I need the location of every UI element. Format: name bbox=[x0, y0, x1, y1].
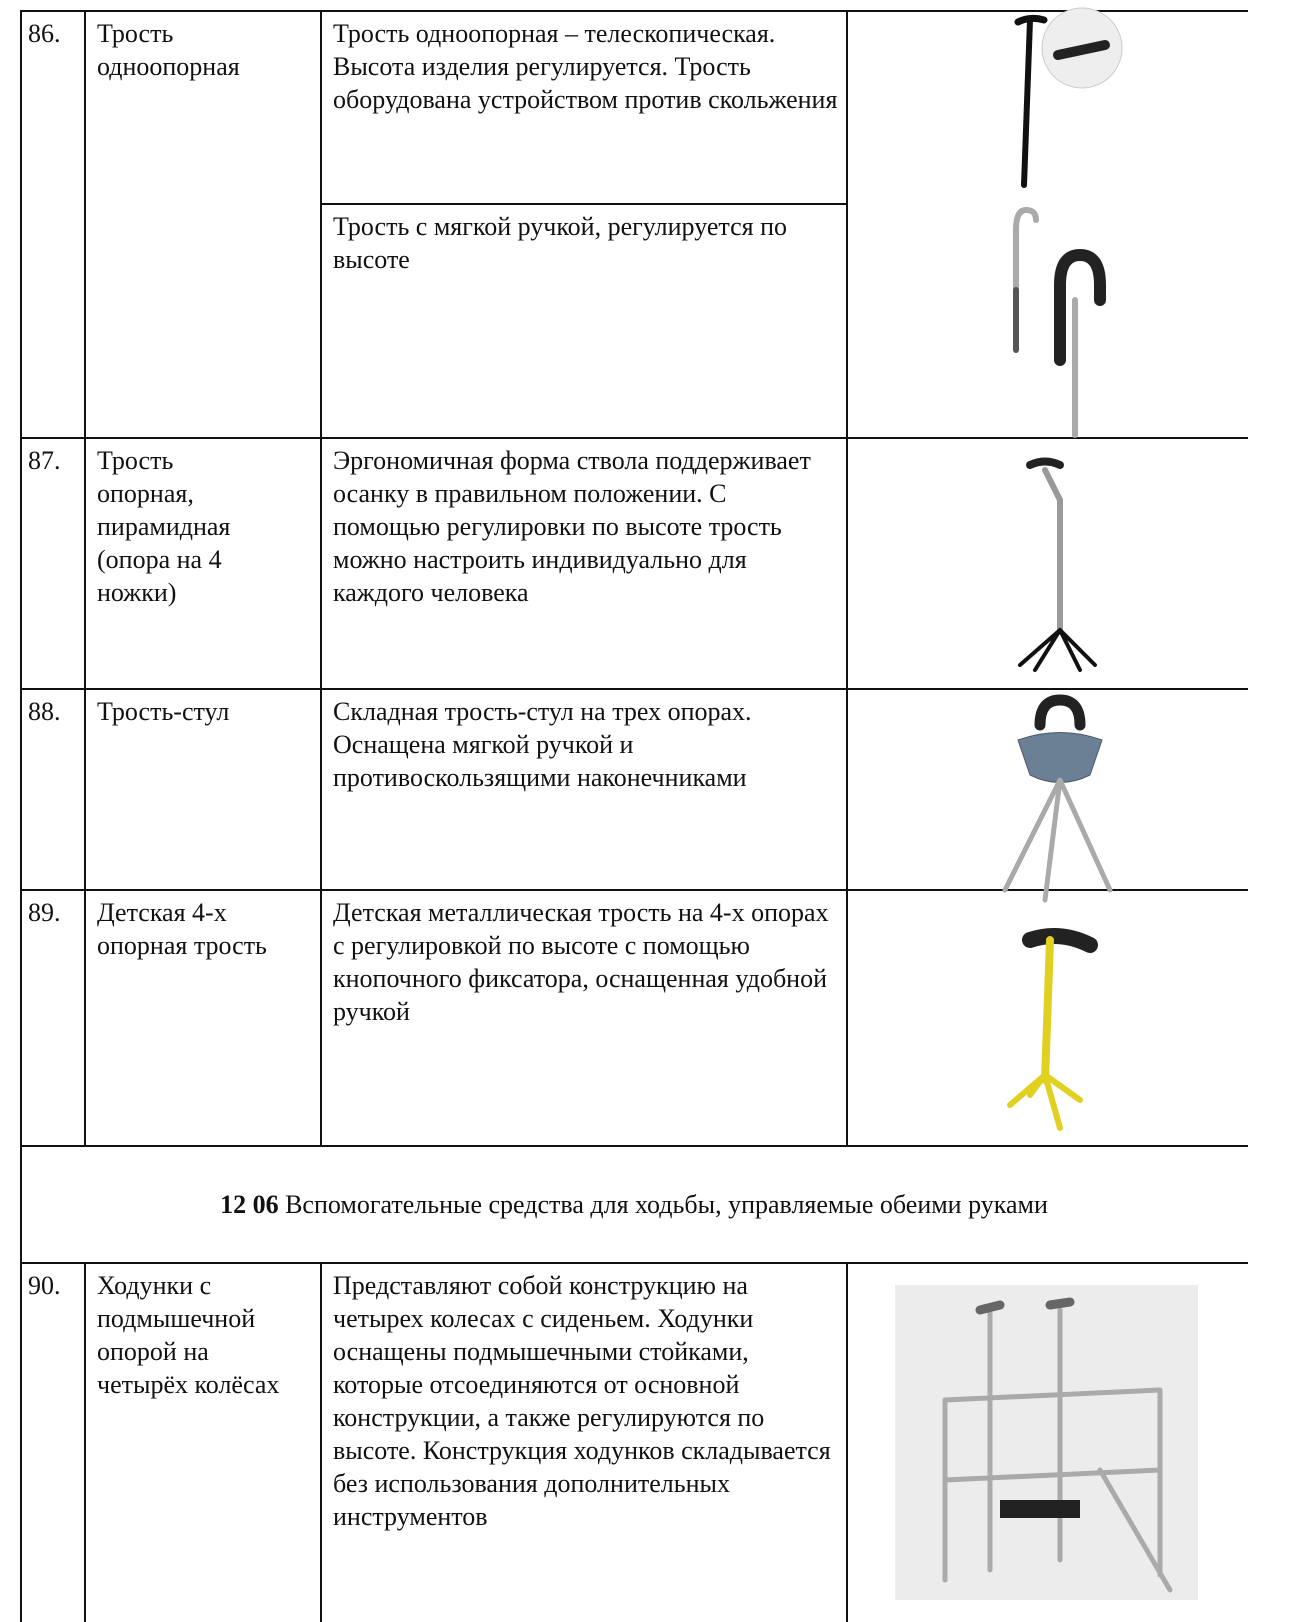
border bbox=[846, 10, 848, 1145]
row-description: Трость с мягкой ручкой, регулируется по … bbox=[333, 212, 787, 274]
cane-image bbox=[1002, 694, 1113, 903]
section-title: Вспомогательные средства для ходьбы, упр… bbox=[285, 1190, 1048, 1219]
row-number: 86. bbox=[28, 19, 61, 48]
row-number: 88. bbox=[28, 697, 61, 726]
row-number: 90. bbox=[28, 1271, 61, 1300]
row-name: Детская 4-х опорная трость bbox=[97, 898, 267, 960]
border bbox=[20, 688, 1248, 690]
border bbox=[20, 437, 1248, 439]
border bbox=[320, 1262, 322, 1622]
row-number: 87. bbox=[28, 446, 61, 475]
border bbox=[320, 203, 846, 205]
border bbox=[20, 1145, 1248, 1147]
section-code: 12 06 bbox=[220, 1190, 279, 1219]
row-description: Складная трость-стул на трех опорах. Осн… bbox=[333, 697, 752, 792]
row-description: Представляют собой конструкцию на четыре… bbox=[333, 1271, 831, 1531]
border bbox=[20, 10, 22, 1622]
border bbox=[846, 1262, 848, 1622]
row-name: Трость опорная, пирамидная (опора на 4 н… bbox=[97, 446, 231, 607]
row-name: Трость одноопорная bbox=[97, 19, 240, 81]
border bbox=[320, 10, 322, 1145]
border bbox=[84, 10, 86, 1145]
cane-image bbox=[1018, 457, 1097, 672]
cane-image bbox=[1013, 206, 1106, 438]
border bbox=[20, 889, 1248, 891]
row-number: 89. bbox=[28, 898, 61, 927]
row-description: Трость одноопорная – телескопическая. Вы… bbox=[333, 19, 838, 114]
row-description: Эргономичная форма ствола поддерживает о… bbox=[333, 446, 811, 607]
row-name: Трость-стул bbox=[97, 697, 230, 726]
border bbox=[84, 1262, 86, 1622]
cane-image bbox=[1007, 928, 1098, 1131]
walker-image bbox=[895, 1285, 1198, 1600]
border bbox=[20, 1262, 1248, 1264]
section-heading: 12 06 Вспомогательные средства для ходьб… bbox=[20, 1188, 1248, 1221]
row-name: Ходунки с подмышечной опорой на четырёх … bbox=[97, 1271, 280, 1399]
border bbox=[20, 10, 1248, 12]
row-description: Детская металлическая трость на 4-х опор… bbox=[333, 898, 829, 1026]
cane-image bbox=[1014, 7, 1123, 188]
